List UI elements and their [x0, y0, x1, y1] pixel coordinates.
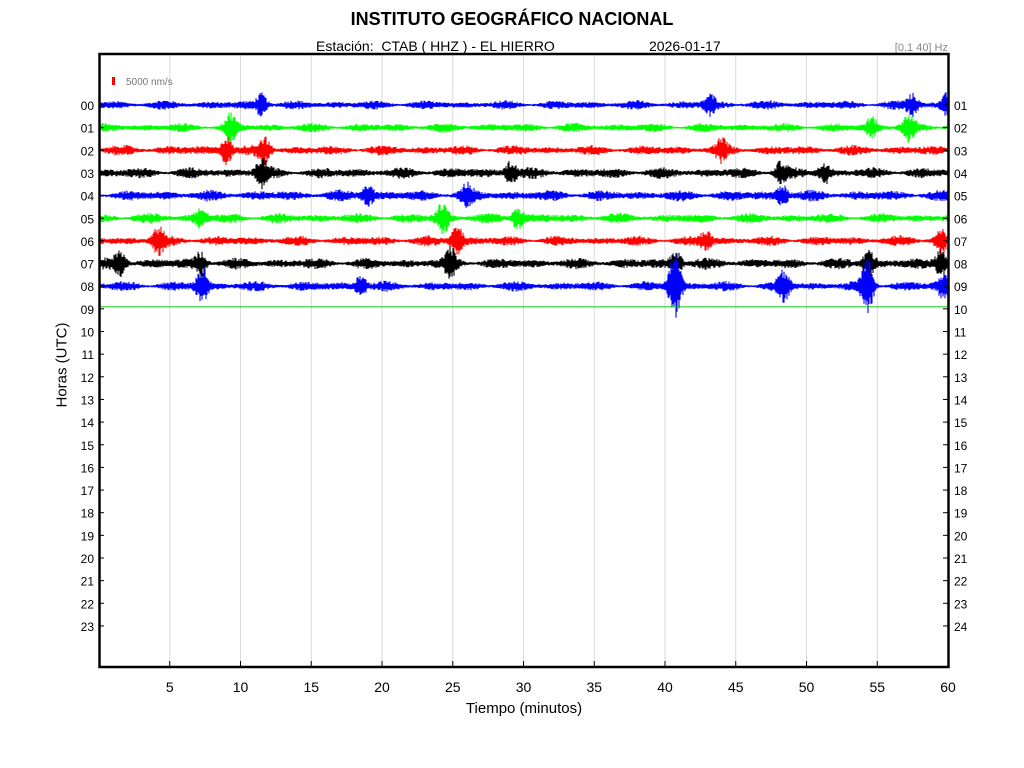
hour-label-left: 15: [81, 439, 95, 453]
hour-label-right: 15: [954, 416, 968, 430]
hour-label-right: 05: [954, 190, 968, 204]
hour-label-right: 19: [954, 507, 968, 521]
hour-label-right: 01: [954, 99, 968, 113]
x-tick-label: 20: [374, 679, 390, 695]
hour-label-left: 17: [81, 484, 95, 498]
hour-label-left: 09: [81, 303, 95, 317]
vertical-grid: [169, 54, 878, 667]
station-label: Estación: CTAB ( HHZ ) - EL HIERRO: [316, 38, 555, 54]
hour-label-right: 20: [954, 529, 968, 543]
hour-label-right: 12: [954, 348, 968, 362]
hour-label-left: 04: [81, 190, 95, 204]
hour-label-right: 16: [954, 439, 968, 453]
x-tick-label: 40: [657, 679, 673, 695]
hour-label-left: 05: [81, 212, 95, 226]
x-tick-label: 60: [940, 679, 956, 695]
date-label: 2026-01-17: [649, 38, 721, 54]
hour-label-left: 07: [81, 258, 95, 272]
hour-label-right: 17: [954, 461, 968, 475]
hour-label-left: 14: [81, 416, 95, 430]
hour-label-left: 22: [81, 597, 95, 611]
hour-label-right: 22: [954, 575, 968, 589]
markers-layer: 5000 nm/s: [99, 77, 948, 308]
hour-label-right: 18: [954, 484, 968, 498]
plot-frame: [98, 52, 950, 669]
hour-label-left: 16: [81, 461, 95, 475]
hour-label-left: 19: [81, 529, 95, 543]
hour-label-right: 09: [954, 280, 968, 294]
chart-title: INSTITUTO GEOGRÁFICO NACIONAL: [350, 9, 674, 29]
x-tick-label: 55: [869, 679, 885, 695]
hour-label-right: 21: [954, 552, 968, 566]
axis-ticks: 5 10 15 20 25 30 35 40 45 50 55 60 00 01 02 03 04 05 06 07 0…: [81, 99, 968, 695]
hour-label-right: 08: [954, 258, 968, 272]
hour-label-right: 04: [954, 167, 968, 181]
hour-label-left: 20: [81, 552, 95, 566]
x-tick-label: 5: [166, 679, 174, 695]
hour-label-right: 07: [954, 235, 968, 249]
hour-label-right: 13: [954, 371, 968, 385]
x-tick-label: 10: [233, 679, 249, 695]
hour-label-left: 06: [81, 235, 95, 249]
x-tick-label: 30: [516, 679, 532, 695]
x-tick-label: 50: [799, 679, 815, 695]
hour-label-left: 13: [81, 393, 95, 407]
x-tick-label: 25: [445, 679, 461, 695]
x-tick-label: 15: [303, 679, 319, 695]
hour-label-right: 03: [954, 144, 968, 158]
hour-label-left: 08: [81, 280, 95, 294]
hour-label-right: 24: [954, 620, 968, 634]
hour-label-left: 21: [81, 575, 95, 589]
hour-label-right: 10: [954, 303, 968, 317]
x-tick-label: 45: [728, 679, 744, 695]
hour-label-right: 11: [954, 326, 967, 340]
hour-label-left: 12: [81, 371, 95, 385]
x-tick-label: 35: [586, 679, 602, 695]
scale-bar: [112, 77, 115, 85]
hour-label-right: 02: [954, 122, 968, 136]
hour-label-left: 11: [82, 348, 95, 362]
hour-label-left: 18: [81, 507, 95, 521]
hour-label-left: 23: [81, 620, 95, 634]
filter-band-label: [0.1 40] Hz: [894, 42, 948, 54]
hour-label-left: 10: [81, 326, 95, 340]
x-axis-label: Tiempo (minutos): [465, 700, 583, 717]
hour-label-left: 01: [81, 122, 95, 136]
hour-label-right: 23: [954, 597, 968, 611]
hour-label-left: 02: [81, 144, 95, 158]
hour-label-left: 00: [81, 99, 95, 113]
hour-label-right: 14: [954, 393, 968, 407]
hour-label-right: 06: [954, 212, 968, 226]
scale-label: 5000 nm/s: [126, 77, 173, 88]
hour-label-left: 03: [81, 167, 95, 181]
